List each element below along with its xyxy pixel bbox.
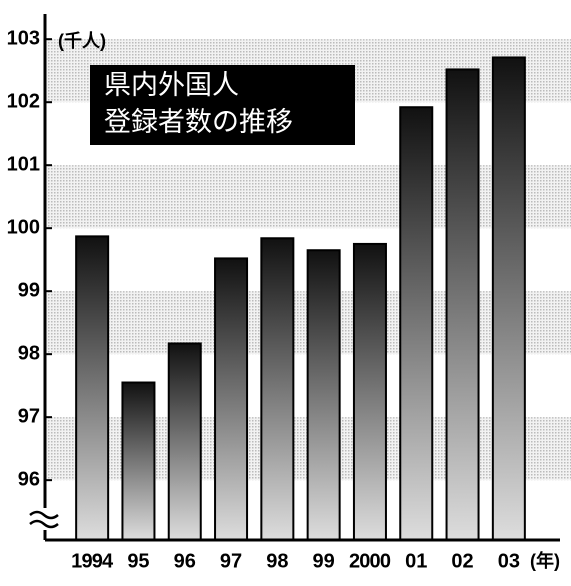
x-tick-label: 01 <box>405 550 427 572</box>
y-tick-label: 97 <box>18 405 40 427</box>
x-tick-label: 03 <box>498 550 520 572</box>
title-box <box>90 65 355 145</box>
bar <box>352 242 387 542</box>
bar <box>260 237 295 541</box>
axis-break-bg <box>30 508 60 530</box>
bar <box>445 68 480 542</box>
grid-band <box>46 165 571 229</box>
x-tick-label: 2000 <box>349 550 391 572</box>
bar <box>214 257 249 541</box>
bar <box>306 249 341 541</box>
y-tick-label: 102 <box>7 90 40 112</box>
chart-title: 県内外国人 <box>104 70 239 100</box>
x-tick-label: 98 <box>266 550 288 572</box>
y-tick-label: 96 <box>18 468 40 490</box>
y-tick-label: 101 <box>7 153 40 175</box>
y-tick-label: 100 <box>7 216 40 238</box>
y-tick-label: 103 <box>7 27 40 49</box>
bar <box>121 381 156 542</box>
y-tick-label: 98 <box>18 342 40 364</box>
x-tick-label: 95 <box>127 550 149 572</box>
axis-break <box>29 510 59 529</box>
y-unit: (千人) <box>58 31 106 51</box>
x-tick-label: 96 <box>174 550 196 572</box>
bar <box>75 235 110 541</box>
chart-title: 登録者数の推移 <box>104 107 293 137</box>
x-tick-label: 1994 <box>71 550 114 572</box>
x-tick-label: 97 <box>220 550 242 572</box>
x-tick-label: 02 <box>451 550 473 572</box>
bar <box>491 56 526 541</box>
y-tick-label: 99 <box>18 279 40 301</box>
bar <box>167 342 202 541</box>
x-unit: (年) <box>530 550 560 571</box>
bar <box>399 106 434 541</box>
x-tick-label: 99 <box>313 550 335 572</box>
